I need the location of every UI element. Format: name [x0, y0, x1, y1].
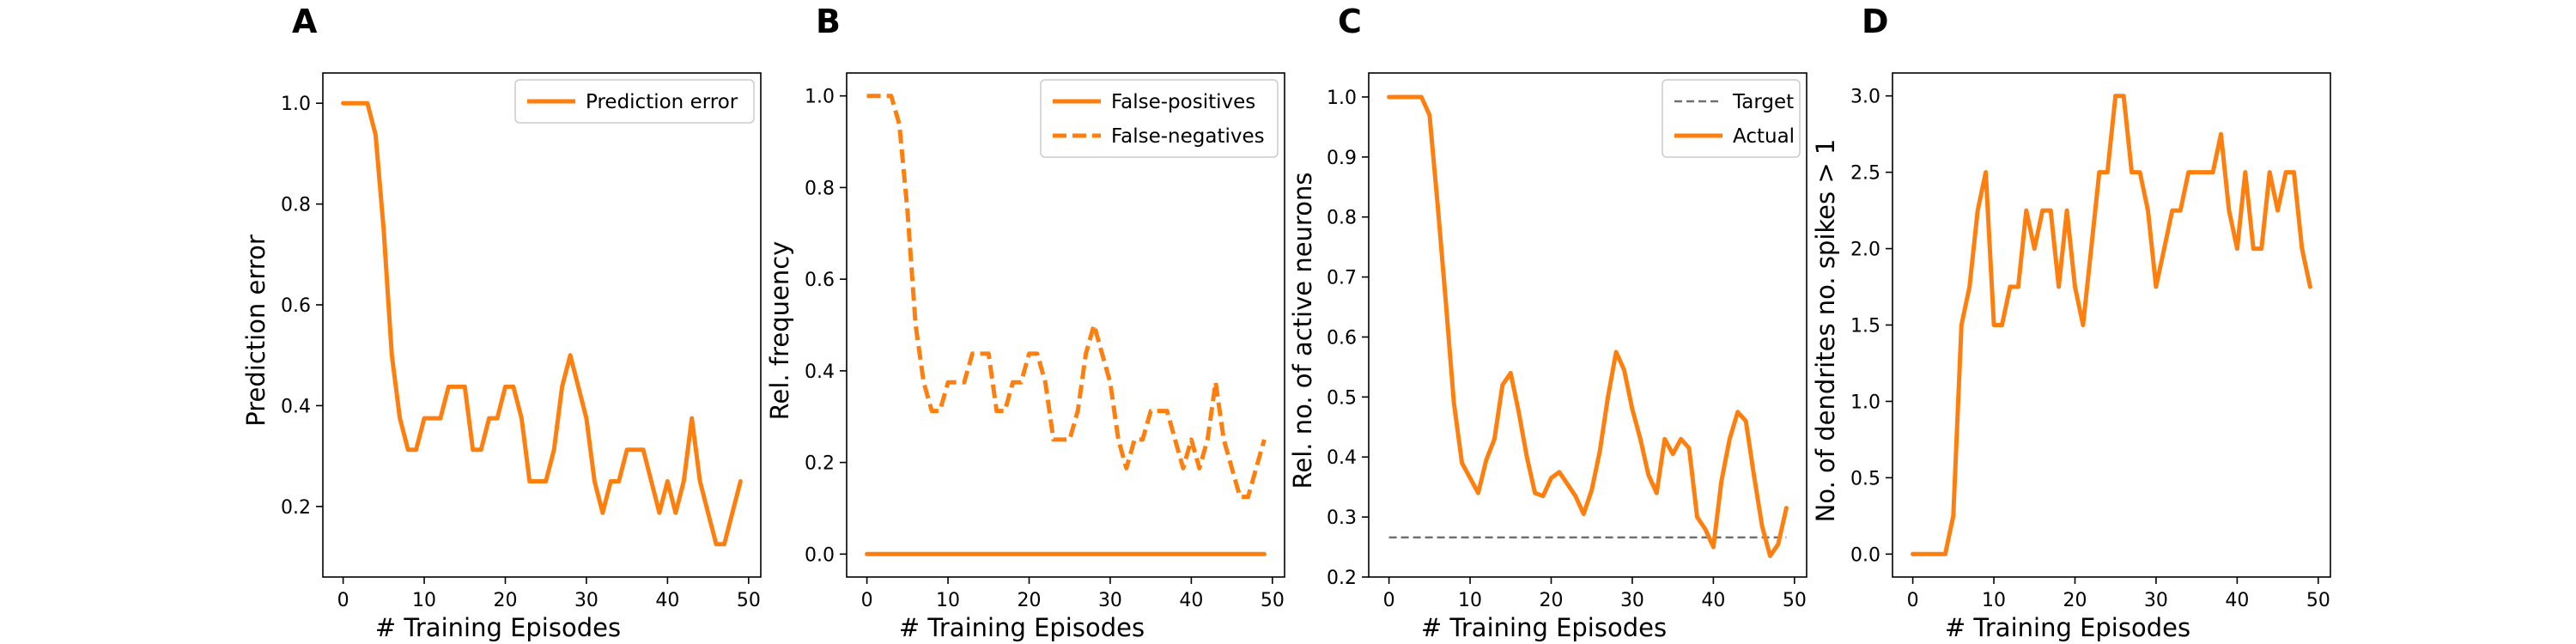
- y-tick-label-a-0.8: 0.8: [281, 195, 311, 216]
- y-axis-label-b: Rel. frequency: [765, 241, 794, 421]
- x-tick-label-b-10: 10: [936, 590, 960, 611]
- x-tick-label-a-20: 20: [494, 590, 518, 611]
- panel-letter-d: D: [1862, 3, 1889, 40]
- legend-c: Target Actual: [1662, 79, 1801, 158]
- y-tick-label-b-0.6: 0.6: [805, 270, 835, 291]
- y-tick-label-d-1.5: 1.5: [1850, 316, 1880, 337]
- x-tick-label-b-50: 50: [1261, 590, 1285, 611]
- y-tick-label-b-0.4: 0.4: [805, 361, 835, 383]
- panel-c: C # Training Episodes Rel. no. of active…: [1288, 3, 1807, 642]
- legend-label-b-1: False-negatives: [1111, 125, 1265, 148]
- x-tick-label-b-40: 40: [1179, 590, 1203, 611]
- y-tick-label-c-0.9: 0.9: [1327, 148, 1357, 169]
- y-tick-label-c-0.4: 0.4: [1327, 447, 1357, 469]
- series-line-c-1: [1387, 94, 1789, 558]
- y-tick-label-a-1: 1.0: [281, 94, 311, 115]
- panel-b: B # Training Episodes Rel. frequency 0 10…: [765, 3, 1285, 642]
- x-tick-label-c-50: 50: [1783, 590, 1807, 611]
- y-tick-label-c-0.8: 0.8: [1327, 208, 1357, 229]
- y-tick-label-c-0.3: 0.3: [1327, 507, 1357, 529]
- legend-label-c-1: Actual: [1733, 125, 1795, 148]
- y-tick-label-d-2.5: 2.5: [1850, 163, 1880, 185]
- x-tick-label-d-50: 50: [2306, 590, 2330, 611]
- x-tick-label-a-30: 30: [574, 590, 598, 611]
- y-tick-label-b-0: 0.0: [805, 544, 835, 566]
- y-axis-label-a: Prediction error: [241, 234, 270, 427]
- y-tick-label-c-0.7: 0.7: [1327, 268, 1357, 289]
- y-tick-label-d-1: 1.0: [1850, 392, 1880, 413]
- y-tick-label-b-0.2: 0.2: [805, 453, 835, 475]
- y-tick-label-a-0.2: 0.2: [281, 497, 311, 519]
- legend-label-a-0: Prediction error: [586, 91, 738, 113]
- y-tick-label-b-1: 1.0: [805, 87, 835, 108]
- y-tick-label-a-0.6: 0.6: [281, 295, 311, 317]
- legend-label-c-0: Target: [1732, 91, 1794, 113]
- y-axis-label-d: No. of dendrites no. spikes > 1: [1811, 139, 1840, 523]
- panel-letter-c: C: [1338, 3, 1362, 40]
- series-line-a-0: [341, 100, 743, 547]
- y-tick-label-c-0.2: 0.2: [1327, 568, 1357, 589]
- y-tick-label-d-2: 2.0: [1850, 240, 1880, 261]
- x-tick-label-d-0: 0: [1907, 590, 1919, 611]
- axes-frame-a: [322, 72, 762, 578]
- y-tick-label-c-1: 1.0: [1327, 88, 1357, 109]
- x-axis-label-a: # Training Episodes: [375, 613, 621, 642]
- axes-frame-c: [1368, 72, 1807, 578]
- x-axis-label-d: # Training Episodes: [1945, 613, 2190, 642]
- y-axis-label-c: Rel. no. of active neurons: [1288, 173, 1317, 489]
- panel-letter-b: B: [816, 3, 841, 40]
- x-tick-label-b-20: 20: [1018, 590, 1042, 611]
- y-tick-label-a-0.4: 0.4: [281, 396, 311, 417]
- y-tick-label-d-0: 0.0: [1850, 544, 1880, 566]
- panel-a: A # Training Episodes Prediction error 0…: [241, 3, 762, 642]
- panel-d: D # Training Episodes No. of dendrites n…: [1811, 3, 2331, 642]
- legend-label-b-0: False-positives: [1111, 91, 1255, 113]
- x-axis-label-c: # Training Episodes: [1421, 613, 1667, 642]
- x-tick-label-b-0: 0: [861, 590, 873, 611]
- x-tick-label-b-30: 30: [1098, 590, 1122, 611]
- series-line-d-0: [1911, 94, 2312, 556]
- y-tick-label-d-3: 3.0: [1850, 87, 1880, 108]
- legend-box-a: [514, 79, 755, 124]
- x-tick-label-d-40: 40: [2225, 590, 2249, 611]
- legend-a: Prediction error: [514, 79, 755, 124]
- x-tick-label-a-10: 10: [412, 590, 436, 611]
- x-tick-label-d-10: 10: [1982, 590, 2006, 611]
- x-tick-label-a-50: 50: [737, 590, 761, 611]
- x-tick-label-d-20: 20: [2063, 590, 2087, 611]
- x-tick-label-c-20: 20: [1540, 590, 1564, 611]
- x-tick-label-a-40: 40: [655, 590, 679, 611]
- panel-letter-a: A: [292, 3, 318, 40]
- y-tick-label-b-0.8: 0.8: [805, 178, 835, 199]
- y-tick-label-c-0.5: 0.5: [1327, 387, 1357, 409]
- legend-b: False-positives False-negatives: [1040, 79, 1279, 158]
- y-tick-label-d-0.5: 0.5: [1850, 468, 1880, 489]
- series-line-b-1: [866, 94, 1267, 500]
- x-tick-label-d-30: 30: [2144, 590, 2168, 611]
- x-tick-label-c-30: 30: [1620, 590, 1644, 611]
- x-tick-label-c-0: 0: [1383, 590, 1395, 611]
- x-axis-label-b: # Training Episodes: [899, 613, 1145, 642]
- axes-frame-b: [846, 72, 1285, 578]
- y-tick-label-c-0.6: 0.6: [1327, 327, 1357, 349]
- x-tick-label-a-0: 0: [337, 590, 349, 611]
- x-tick-label-c-10: 10: [1458, 590, 1482, 611]
- x-tick-label-c-40: 40: [1701, 590, 1725, 611]
